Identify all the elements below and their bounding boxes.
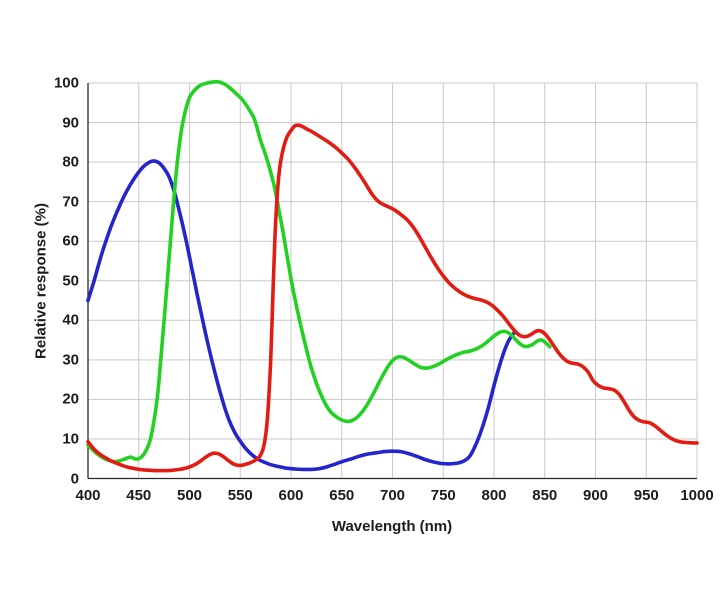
y-tick-label-60: 60: [62, 232, 79, 250]
y-tick-label-50: 50: [62, 272, 79, 290]
y-tick-label-70: 70: [62, 193, 79, 211]
red-channel-curve: [86, 123, 699, 473]
x-tick-label-850: 850: [532, 487, 558, 504]
x-tick-label-450: 450: [126, 487, 152, 504]
y-tick-label-20: 20: [62, 390, 79, 408]
y-tick-label-80: 80: [62, 153, 79, 171]
x-tick-label-650: 650: [329, 487, 355, 504]
x-axis-title: Wavelength (nm): [331, 518, 453, 535]
x-tick-label-900: 900: [582, 487, 609, 504]
x-tick-label-950: 950: [633, 487, 659, 504]
y-tick-label-0: 0: [70, 470, 79, 487]
x-tick-label-500: 500: [176, 487, 203, 504]
x-tick-label-700: 700: [379, 487, 406, 504]
x-tick-label-800: 800: [481, 487, 507, 504]
blue-channel-curve: [86, 159, 517, 472]
y-tick-label-30: 30: [62, 351, 79, 369]
green-channel-curve: [86, 79, 552, 464]
y-tick-label-100: 100: [53, 74, 79, 92]
y-tick-label-40: 40: [62, 311, 79, 329]
y-tick-label-90: 90: [62, 114, 79, 132]
x-tick-label-600: 600: [278, 487, 304, 504]
y-axis-title: Relative response (%): [32, 203, 50, 359]
y-tick-label-10: 10: [62, 430, 79, 448]
x-tick-label-550: 550: [227, 487, 253, 504]
x-tick-label-1000: 1000: [680, 487, 714, 504]
x-tick-label-750: 750: [430, 487, 456, 504]
x-tick-label-400: 400: [75, 487, 101, 504]
